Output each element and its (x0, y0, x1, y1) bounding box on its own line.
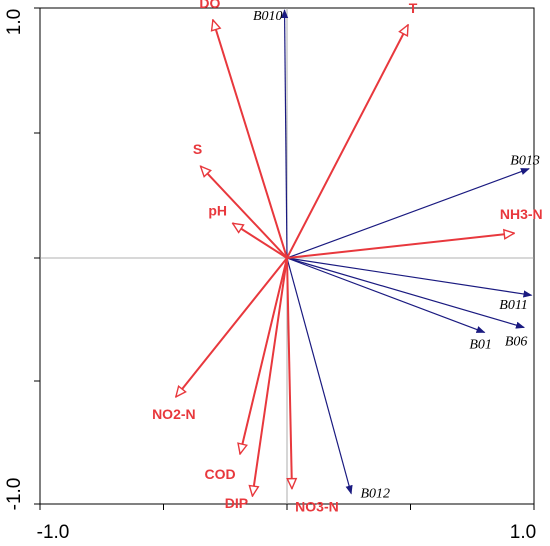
env-arrow-dip (252, 257, 288, 496)
env-label-cod: COD (205, 466, 236, 482)
species-arrow-b06 (286, 257, 525, 329)
env-label-no2-n: NO2-N (152, 406, 196, 422)
species-arrow-b010 (281, 9, 289, 259)
env-arrow-nh3-n (286, 233, 514, 259)
species-label-b012: B012 (360, 487, 390, 502)
species-label-b013: B013 (510, 154, 540, 169)
species-label-b01: B01 (469, 337, 492, 352)
species-label-b011: B011 (499, 298, 528, 313)
species-vectors: B010 B013 B011 B06 B01 B012 (253, 9, 540, 502)
x-tick-label-max: 1.0 (510, 522, 536, 543)
x-tick-label-min: -1.0 (37, 522, 70, 543)
y-tick-label-max: 1.0 (4, 9, 25, 35)
env-arrow-t (286, 25, 409, 259)
env-label-dip: DIP (225, 495, 248, 511)
axis-ticks (34, 7, 535, 510)
species-label-b06: B06 (505, 334, 528, 349)
species-arrow-b01 (286, 257, 486, 333)
species-arrow-b013 (286, 168, 530, 259)
env-arrow-do (213, 20, 288, 259)
env-arrow-no2-n (176, 257, 288, 397)
species-label-b010: B010 (253, 9, 283, 24)
environmental-vectors: DO T SpH NH3-N NO2-N COD DIP NO3-N (152, 0, 543, 515)
species-arrow-b011 (286, 257, 533, 298)
env-label-do: DO (199, 0, 220, 11)
env-label-t: T (409, 0, 418, 16)
env-arrow-cod (240, 257, 288, 454)
env-label-ph: pH (208, 202, 227, 218)
y-tick-label-min: -1.0 (4, 478, 25, 511)
species-arrow-b012 (286, 257, 353, 495)
env-label-s: S (193, 141, 202, 157)
env-label-no3-n: NO3-N (295, 499, 339, 515)
env-label-nh3-n: NH3-N (500, 206, 543, 222)
env-arrow-ph (233, 223, 288, 259)
env-arrow-no3-n (286, 257, 292, 489)
env-arrow-s (201, 166, 288, 259)
